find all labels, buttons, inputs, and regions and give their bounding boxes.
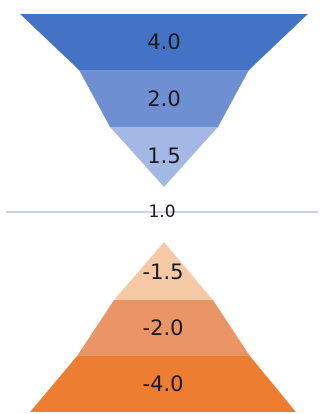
bottom-band-2	[77, 300, 250, 356]
bottom-band-2-label: -2.0	[143, 316, 184, 340]
bottom-pyramid: -1.5 -2.0 -4.0	[30, 242, 296, 412]
top-band-3	[110, 127, 218, 187]
center-label: 1.0	[148, 202, 175, 222]
top-band-2-label: 2.0	[147, 87, 180, 111]
top-band-1-label: 4.0	[147, 30, 180, 54]
top-funnel: 4.0 2.0 1.5	[20, 14, 308, 187]
bottom-band-3-label: -4.0	[143, 372, 184, 396]
bottom-band-3	[30, 356, 296, 412]
top-band-3-label: 1.5	[147, 144, 180, 168]
bottom-band-1-label: -1.5	[143, 260, 184, 284]
top-band-1	[20, 14, 308, 70]
top-band-2	[79, 70, 249, 127]
center-divider: 1.0	[6, 202, 318, 222]
bottom-band-1	[114, 242, 213, 300]
